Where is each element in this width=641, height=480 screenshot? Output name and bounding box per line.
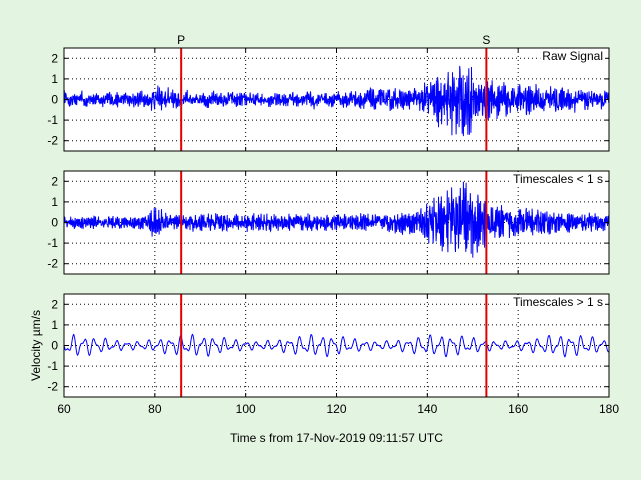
panel-3: -2 -1 0 1 2 Timescales > 1 s (47, 293, 610, 398)
x-tick-label: 120 (326, 402, 346, 416)
y-tick-label: 1 (51, 318, 58, 332)
x-tick-label: 160 (508, 402, 528, 416)
y-tick-label: -2 (47, 257, 58, 271)
x-tick-label: 60 (57, 402, 71, 416)
panel-1: -2 -1 0 1 2 Raw Signal (47, 47, 610, 152)
y-tick-label: -2 (47, 380, 58, 394)
y-tick-label: 2 (51, 174, 58, 188)
y-axis-label: Velocity µm/s (29, 310, 43, 381)
phase-label-p: P (177, 33, 185, 47)
panel-title-background (511, 295, 605, 310)
y-tick-label: 2 (51, 297, 58, 311)
panel-title-background (511, 172, 605, 187)
panel-title: Raw Signal (542, 49, 603, 63)
phase-label-s: S (482, 33, 490, 47)
panel-title-background (540, 49, 605, 64)
y-tick-label: -2 (47, 134, 58, 148)
signal-trace (63, 181, 610, 258)
x-tick-label: 180 (599, 402, 619, 416)
x-tick-label: 100 (236, 402, 256, 416)
x-tick-label: 80 (148, 402, 162, 416)
y-tick-label: -1 (47, 359, 58, 373)
signal-trace (63, 333, 610, 358)
signal-trace (63, 65, 610, 137)
x-tick-label: 140 (417, 402, 437, 416)
y-tick-label: 0 (51, 339, 58, 353)
y-tick-label: 1 (51, 195, 58, 209)
y-tick-label: -1 (47, 236, 58, 250)
y-tick-label: -1 (47, 113, 58, 127)
y-tick-label: 0 (51, 93, 58, 107)
y-tick-label: 1 (51, 72, 58, 86)
y-tick-label: 0 (51, 216, 58, 230)
x-axis-label: Time s from 17-Nov-2019 09:11:57 UTC (230, 431, 443, 445)
panel-2: -2 -1 0 1 2 Timescales < 1 s (47, 170, 610, 275)
y-tick-label: 2 (51, 51, 58, 65)
panel-title: Timescales > 1 s (513, 295, 603, 309)
panel-title: Timescales < 1 s (513, 172, 603, 186)
